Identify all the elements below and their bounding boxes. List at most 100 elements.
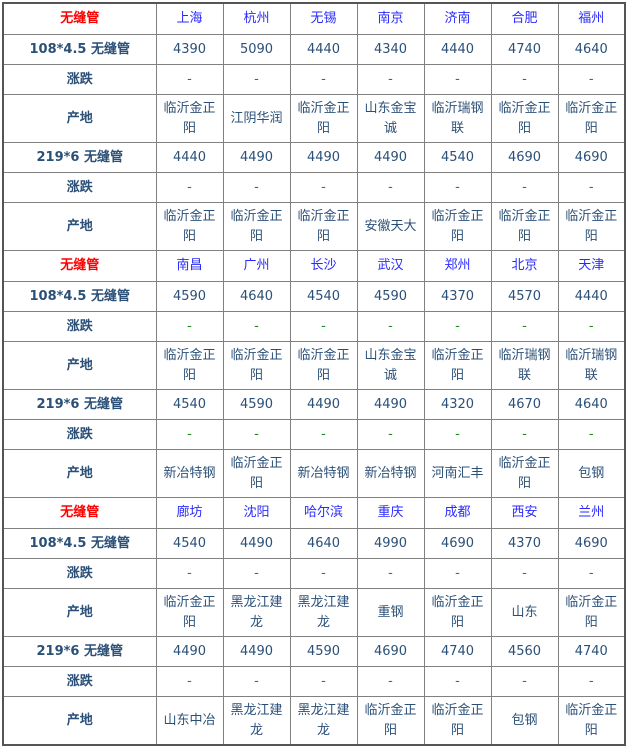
change-cell: - <box>155 419 224 450</box>
origin-row: 产地 临沂金正阳 临沂金正阳 临沂金正阳 山东金宝诚 临沂金正阳 临沂瑞钢联 临沂瑞钢联 <box>2 341 626 390</box>
change-cell: - <box>155 558 224 589</box>
city-header: 上海 <box>155 2 224 35</box>
price-cell: 4690 <box>356 636 425 667</box>
price-cell: 4690 <box>557 142 626 173</box>
price-cell: 4690 <box>557 528 626 559</box>
change-cell: - <box>155 666 224 697</box>
origin-cell: 新冶特钢 <box>289 449 358 498</box>
origin-cell: 山东金宝诚 <box>356 94 425 143</box>
city-header: 南京 <box>356 2 425 35</box>
origin-cell: 临沂瑞钢联 <box>557 341 626 390</box>
change-cell: - <box>557 172 626 203</box>
origin-cell: 临沂金正阳 <box>222 341 291 390</box>
origin-cell: 临沂金正阳 <box>356 696 425 746</box>
origin-cell: 临沂金正阳 <box>289 94 358 143</box>
origin-cell: 临沂金正阳 <box>222 449 291 498</box>
price-cell: 4640 <box>557 34 626 65</box>
header-row: 无缝管 上海 杭州 无锡 南京 济南 合肥 福州 <box>2 2 626 35</box>
origin-label: 产地 <box>2 94 157 143</box>
change-label: 涨跌 <box>2 64 157 95</box>
city-header: 广州 <box>222 250 291 282</box>
origin-cell: 包钢 <box>557 449 626 498</box>
change-cell: - <box>289 666 358 697</box>
change-cell: - <box>490 419 559 450</box>
city-header: 沈阳 <box>222 497 291 529</box>
price-cell: 5090 <box>222 34 291 65</box>
origin-cell: 临沂金正阳 <box>155 202 224 251</box>
origin-cell: 临沂金正阳 <box>289 341 358 390</box>
price-cell: 4590 <box>222 389 291 420</box>
origin-cell: 临沂瑞钢联 <box>490 341 559 390</box>
price-row: 219*6 无缝管 4440 4490 4490 4490 4540 4690 4690 <box>2 142 626 173</box>
origin-cell: 临沂金正阳 <box>557 202 626 251</box>
origin-cell: 临沂金正阳 <box>222 202 291 251</box>
change-cell: - <box>423 172 492 203</box>
price-cell: 4640 <box>289 528 358 559</box>
change-cell: - <box>490 558 559 589</box>
seamless-pipe-price-table: 无缝管 上海 杭州 无锡 南京 济南 合肥 福州 108*4.5 无缝管 4390 5090 4440… <box>2 2 626 746</box>
price-row: 219*6 无缝管 4490 4490 4590 4690 4740 4560 4740 <box>2 636 626 667</box>
origin-cell: 重钢 <box>356 588 425 637</box>
change-cell: - <box>557 558 626 589</box>
price-cell: 4440 <box>557 281 626 312</box>
price-cell: 4540 <box>155 528 224 559</box>
price-row: 108*4.5 无缝管 4540 4490 4640 4990 4690 4370 4690 <box>2 528 626 559</box>
origin-cell: 临沂金正阳 <box>490 202 559 251</box>
origin-cell: 新冶特钢 <box>155 449 224 498</box>
change-row: 涨跌 - - - - - - - <box>2 172 626 203</box>
change-cell: - <box>155 172 224 203</box>
header-row: 无缝管 南昌 广州 长沙 武汉 郑州 北京 天津 <box>2 250 626 282</box>
change-cell: - <box>356 311 425 342</box>
price-cell: 4370 <box>490 528 559 559</box>
price-cell: 4490 <box>222 636 291 667</box>
change-cell: - <box>222 558 291 589</box>
change-cell: - <box>356 666 425 697</box>
origin-cell: 山东金宝诚 <box>356 341 425 390</box>
price-cell: 4740 <box>423 636 492 667</box>
product-title: 无缝管 <box>2 250 157 282</box>
price-cell: 4390 <box>155 34 224 65</box>
price-cell: 4540 <box>155 389 224 420</box>
change-cell: - <box>289 419 358 450</box>
price-cell: 4490 <box>289 389 358 420</box>
price-cell: 4560 <box>490 636 559 667</box>
change-cell: - <box>490 666 559 697</box>
price-cell: 4640 <box>557 389 626 420</box>
price-row: 219*6 无缝管 4540 4590 4490 4490 4320 4670 4640 <box>2 389 626 420</box>
price-cell: 4740 <box>557 636 626 667</box>
change-row: 涨跌 - - - - - - - <box>2 419 626 450</box>
origin-cell: 临沂金正阳 <box>155 588 224 637</box>
spec-label: 108*4.5 无缝管 <box>2 281 157 312</box>
origin-cell: 河南汇丰 <box>423 449 492 498</box>
origin-cell: 临沂金正阳 <box>490 449 559 498</box>
change-cell: - <box>557 64 626 95</box>
change-cell: - <box>356 419 425 450</box>
origin-cell: 黑龙江建龙 <box>222 696 291 746</box>
origin-label: 产地 <box>2 449 157 498</box>
change-row: 涨跌 - - - - - - - <box>2 666 626 697</box>
price-cell: 4490 <box>356 142 425 173</box>
change-cell: - <box>289 172 358 203</box>
change-cell: - <box>356 64 425 95</box>
price-row: 108*4.5 无缝管 4390 5090 4440 4340 4440 4740 4640 <box>2 34 626 65</box>
origin-cell: 临沂金正阳 <box>423 341 492 390</box>
city-header: 成都 <box>423 497 492 529</box>
change-cell: - <box>423 419 492 450</box>
origin-cell: 临沂瑞钢联 <box>423 94 492 143</box>
price-cell: 4670 <box>490 389 559 420</box>
price-row: 108*4.5 无缝管 4590 4640 4540 4590 4370 4570 4440 <box>2 281 626 312</box>
origin-label: 产地 <box>2 202 157 251</box>
city-header: 武汉 <box>356 250 425 282</box>
change-cell: - <box>222 311 291 342</box>
change-cell: - <box>356 172 425 203</box>
price-cell: 4590 <box>356 281 425 312</box>
origin-cell: 临沂金正阳 <box>289 202 358 251</box>
origin-row: 产地 山东中冶 黑龙江建龙 黑龙江建龙 临沂金正阳 临沂金正阳 包钢 临沂金正阳 <box>2 696 626 746</box>
price-cell: 4640 <box>222 281 291 312</box>
origin-cell: 山东中冶 <box>155 696 224 746</box>
change-cell: - <box>423 64 492 95</box>
origin-cell: 临沂金正阳 <box>155 94 224 143</box>
price-cell: 4690 <box>423 528 492 559</box>
origin-cell: 临沂金正阳 <box>155 341 224 390</box>
origin-cell: 临沂金正阳 <box>490 94 559 143</box>
